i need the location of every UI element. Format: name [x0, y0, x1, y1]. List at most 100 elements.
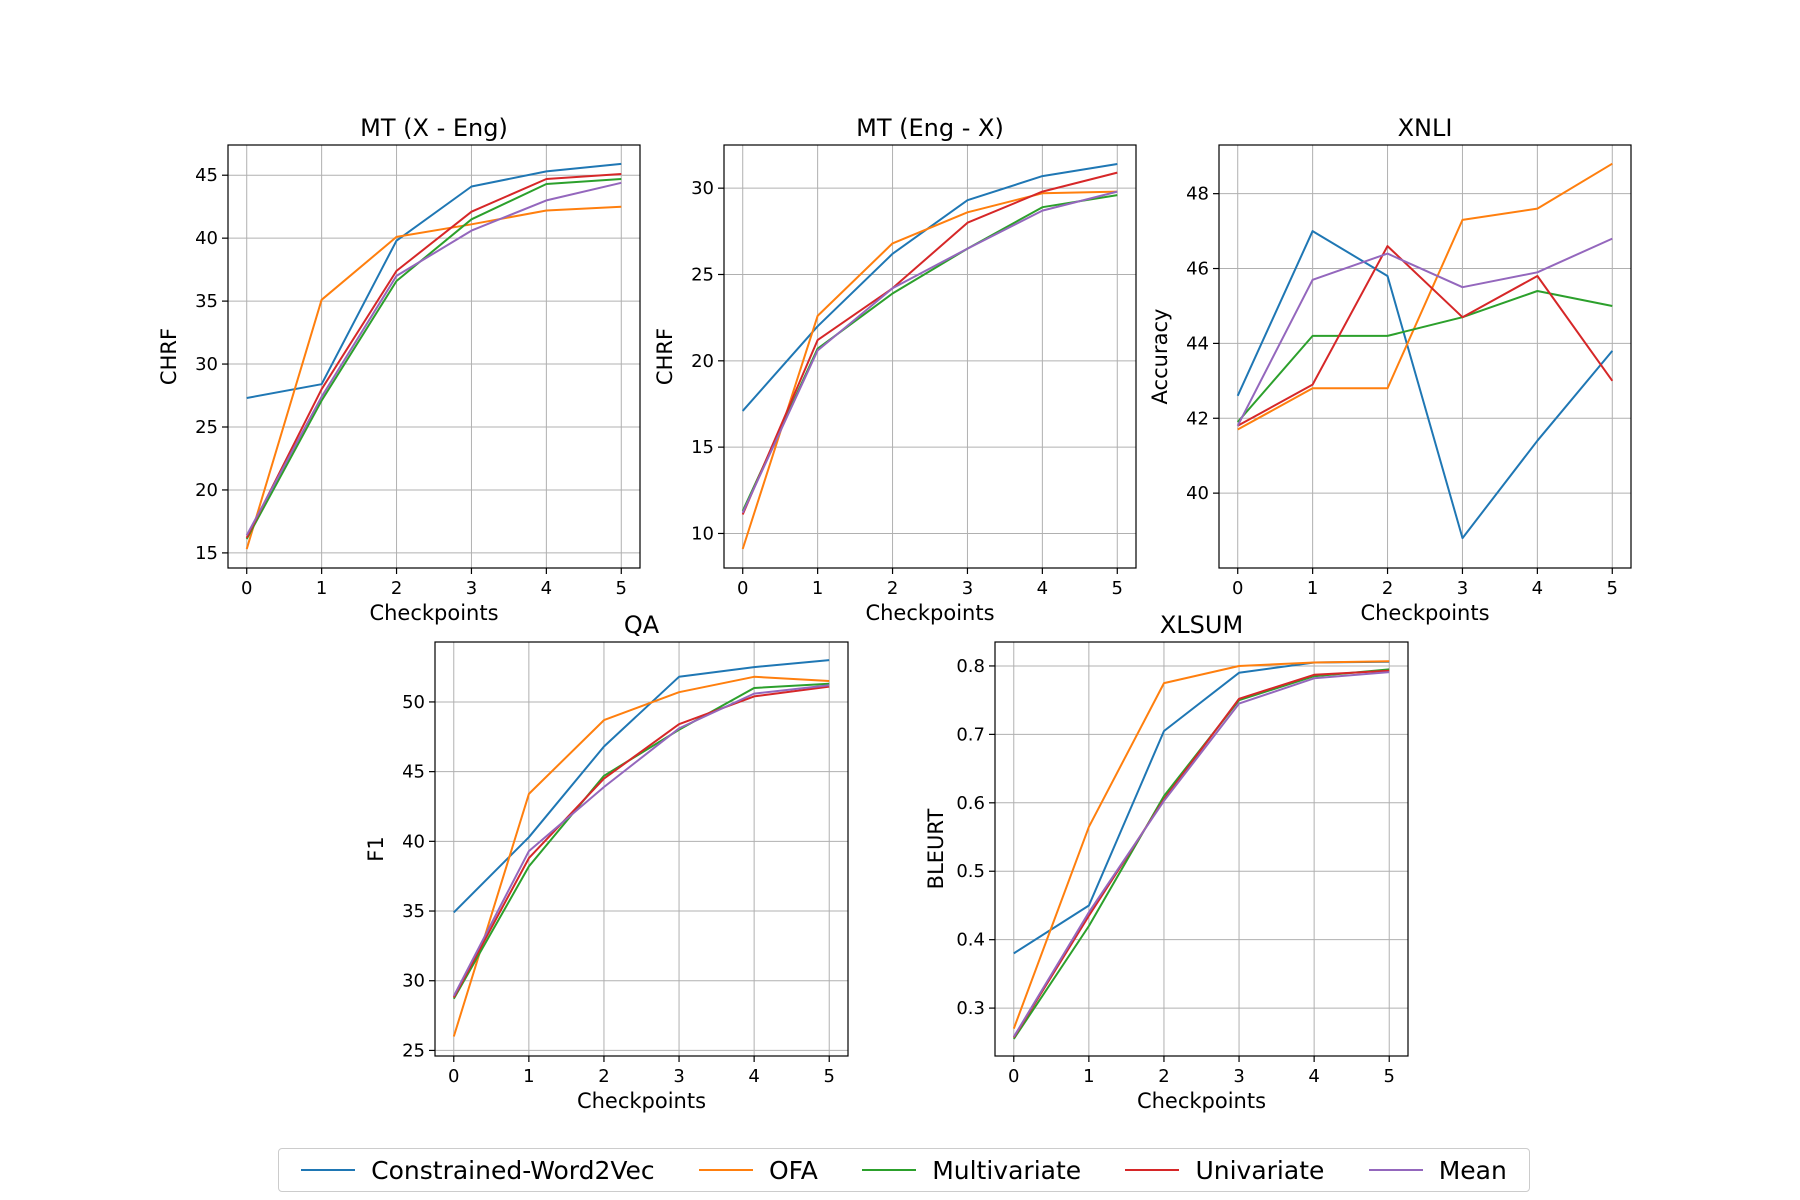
- y-tick-label: 35: [195, 291, 218, 312]
- y-tick-label: 48: [1186, 184, 1209, 205]
- y-tick-label: 30: [195, 354, 218, 375]
- plot-frame: [994, 641, 1409, 1057]
- legend-item-mean: Mean: [1368, 1155, 1507, 1185]
- legend-item-multivariate: Multivariate: [862, 1156, 1081, 1185]
- plot-frame: [227, 144, 641, 569]
- x-tick-label: 4: [748, 1066, 759, 1087]
- series-line-mean: [245, 181, 622, 536]
- x-tick-label: 2: [1158, 1066, 1169, 1087]
- x-tick-label: 0: [1232, 578, 1243, 599]
- x-axis-label: Checkpoints: [369, 601, 498, 625]
- x-tick-label: 0: [448, 1066, 459, 1087]
- series-line-univariate: [1012, 669, 1390, 1039]
- series-line-mean: [1236, 237, 1613, 427]
- chart-title: XLSUM: [1160, 611, 1243, 639]
- y-tick-label: 44: [1186, 333, 1209, 354]
- y-tick-label: 30: [691, 178, 714, 199]
- legend-label-multivariate: Multivariate: [932, 1155, 1082, 1185]
- series-line-univariate: [1237, 245, 1614, 427]
- x-tick-label: 1: [812, 578, 823, 599]
- legend-label-constrained-word2vec: Constrained-Word2Vec: [371, 1155, 655, 1185]
- legend-swatch-multivariate: [862, 1169, 917, 1171]
- y-tick-label: 45: [195, 165, 218, 186]
- legend-label-mean: Mean: [1438, 1155, 1507, 1185]
- chart-title: QA: [624, 611, 660, 639]
- series-line-constrained-word2vec: [246, 162, 622, 399]
- y-tick-label: 40: [195, 228, 218, 249]
- y-tick-label: 0.3: [956, 998, 985, 1019]
- series-line-multivariate: [1012, 668, 1390, 1040]
- y-tick-label: 25: [402, 1040, 425, 1061]
- chart-xnli: 0 1 2 3 4 5 40 42 44 46 48 XNLI Checkpoints Accuracy: [1148, 114, 1632, 625]
- y-tick-label: 46: [1186, 259, 1209, 280]
- y-tick-label: 30: [402, 971, 425, 992]
- series-line-mean: [452, 684, 830, 997]
- y-tick-label: 0.6: [956, 793, 985, 814]
- x-tick-label: 5: [1607, 578, 1618, 599]
- x-tick-label: 3: [1233, 1066, 1244, 1087]
- y-tick-label: 10: [691, 523, 714, 544]
- chart-mt-eng-x: 0 1 2 3 4 5 10 15 20 25 30 MT (Eng - X) Checkpoints C…: [653, 114, 1137, 625]
- x-tick-label: 2: [391, 578, 402, 599]
- x-tick-label: 3: [673, 1066, 684, 1087]
- y-tick-label: 0.5: [956, 861, 985, 882]
- legend-swatch-constrained-word2vec: [301, 1169, 356, 1171]
- x-tick-label: 0: [1008, 1066, 1019, 1087]
- x-tick-label: 4: [1532, 578, 1543, 599]
- y-tick-label: 45: [402, 762, 425, 783]
- series-line-ofa: [1237, 162, 1613, 431]
- plot-frame: [723, 144, 1137, 569]
- y-axis-label: CHRF: [157, 328, 181, 385]
- legend-swatch-mean: [1368, 1169, 1423, 1171]
- y-tick-label: 15: [195, 543, 218, 564]
- chart-title: MT (X - Eng): [360, 114, 508, 142]
- y-axis-label: CHRF: [653, 328, 677, 385]
- plot-frame: [434, 641, 849, 1057]
- series-line-multivariate: [741, 194, 1118, 512]
- x-tick-label: 4: [541, 578, 552, 599]
- series-line-multivariate: [1236, 290, 1613, 423]
- x-tick-label: 3: [466, 578, 477, 599]
- y-tick-label: 42: [1186, 408, 1209, 429]
- series-line-mean: [1012, 671, 1390, 1038]
- series-line-multivariate: [452, 682, 830, 1000]
- legend-label-univariate: Univariate: [1195, 1155, 1325, 1185]
- series-line-univariate: [741, 171, 1118, 515]
- y-axis-label: Accuracy: [1148, 309, 1172, 405]
- legend-item-ofa: OFA: [699, 1156, 818, 1185]
- y-tick-label: 40: [402, 831, 425, 852]
- y-tick-label: 25: [691, 264, 714, 285]
- legend-item-univariate: Univariate: [1125, 1156, 1324, 1185]
- y-tick-label: 15: [691, 437, 714, 458]
- x-tick-label: 3: [1457, 578, 1468, 599]
- chart-xlsum: 0 1 2 3 4 5 0.3 0.4 0.5 0.6 0.7 0.8 XLSUM Checkpoints…: [924, 611, 1409, 1113]
- x-tick-label: 1: [1083, 1066, 1094, 1087]
- y-tick-label: 40: [1186, 483, 1209, 504]
- y-tick-label: 0.7: [956, 724, 985, 745]
- y-tick-label: 0.8: [956, 656, 985, 677]
- x-tick-label: 5: [1112, 578, 1123, 599]
- x-axis-label: Checkpoints: [1137, 1089, 1266, 1113]
- y-axis-label: F1: [364, 836, 388, 861]
- series-line-constrained-word2vec: [453, 659, 830, 914]
- x-tick-label: 3: [962, 578, 973, 599]
- x-tick-label: 1: [316, 578, 327, 599]
- series-line-univariate: [245, 173, 622, 539]
- x-tick-label: 5: [1384, 1066, 1395, 1087]
- series-line-univariate: [452, 685, 830, 998]
- x-tick-label: 2: [1382, 578, 1393, 599]
- y-tick-label: 50: [402, 692, 425, 713]
- legend-label-ofa: OFA: [769, 1155, 818, 1185]
- x-tick-label: 2: [887, 578, 898, 599]
- x-tick-label: 0: [737, 578, 748, 599]
- x-tick-label: 1: [1307, 578, 1318, 599]
- series-line-constrained-word2vec: [1236, 230, 1614, 540]
- y-tick-label: 20: [691, 351, 714, 372]
- series-line-multivariate: [245, 178, 622, 540]
- series-line-ofa: [741, 190, 1118, 550]
- legend-item-constrained-word2vec: Constrained-Word2Vec: [301, 1156, 655, 1185]
- series-line-ofa: [245, 205, 622, 550]
- x-tick-label: 5: [824, 1066, 835, 1087]
- series-line-ofa: [1012, 660, 1390, 1029]
